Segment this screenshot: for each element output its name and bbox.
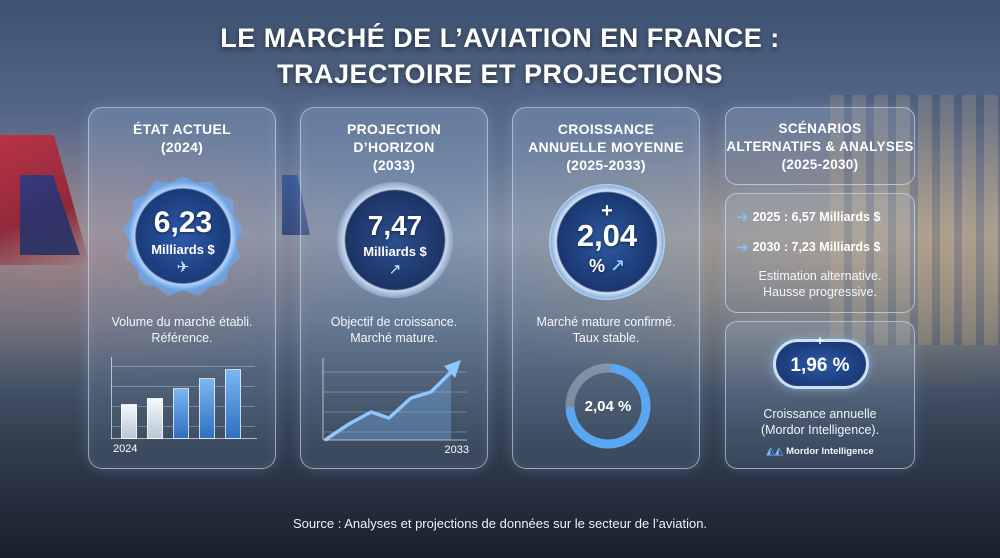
bar-chart: 2024: [107, 356, 259, 455]
bar-4: [199, 378, 215, 439]
pill-plus: +: [816, 333, 824, 348]
bar-3: [173, 388, 189, 439]
badge-unit: Milliards $: [151, 242, 215, 257]
arrow-head: [444, 360, 461, 378]
value-badge: 6,23 Milliards $ ✈: [123, 176, 243, 296]
badge-plus: +: [601, 200, 613, 222]
panel-caption: Objectif de croissance. Marché mature.: [330, 315, 458, 345]
mordor-logo-icon: ◭◭: [766, 445, 784, 457]
panel-scenarios: SCÉNARIOS ALTERNATIFS & ANALYSES (2025-2…: [725, 107, 915, 469]
badge-value: 7,47: [367, 210, 423, 241]
donut-label: 2,04 %: [584, 397, 632, 415]
background-tarmac: [0, 383, 1000, 558]
growth-pill: [773, 339, 869, 389]
badge-value: 2,04: [576, 218, 638, 253]
arrow-right-icon: ➜: [736, 239, 749, 256]
value-badge: + 2,04 % ↗: [549, 184, 665, 300]
trend-line: [324, 370, 453, 442]
panel-title: CROISSANCE ANNUELLE MOYENNE (2025-2033): [528, 121, 684, 173]
panel-current-state: ÉTAT ACTUEL (2024) 6,23 Milliards $ ✈ Vo…: [88, 107, 276, 469]
panel-caption: Marché mature confirmé. Taux stable.: [536, 315, 676, 345]
scenarios-title-box: SCÉNARIOS ALTERNATIFS & ANALYSES (2025-2…: [725, 107, 915, 185]
tick-label: 2033: [444, 444, 469, 456]
bar-2: [147, 398, 163, 439]
panel-title: PROJECTION D’HORIZON (2033): [346, 121, 441, 173]
panel-horizon-projection: PROJECTION D’HORIZON (2033) 7,47 Milliar…: [300, 107, 488, 469]
mordor-caption: Croissance annuelle (Mordor Intelligence…: [760, 407, 880, 437]
badge-unit: Milliards $: [363, 244, 427, 259]
page-title: LE MARCHÉ DE L’AVIATION EN FRANCE : TRAJ…: [220, 23, 780, 89]
bar-1: [121, 404, 137, 439]
background-terminal: [830, 95, 1000, 345]
panel-caption: Volume du marché établi. Référence.: [111, 315, 253, 345]
line-area: [325, 372, 451, 440]
scenarios-values-box: ➜ 2025 : 6,57 Milliards $ ➜ 2030 : 7,23 …: [725, 193, 915, 313]
donut-gauge: [565, 363, 651, 449]
bar-5: [225, 369, 241, 439]
panel-annual-growth: CROISSANCE ANNUELLE MOYENNE (2025-2033) …: [512, 107, 700, 469]
scenario-row: ➜ 2030 : 7,23 Milliards $: [736, 239, 881, 256]
mordor-logo: ◭◭ Mordor Intelligence: [766, 445, 874, 457]
tick-label: 2024: [113, 443, 138, 455]
donut-fill: [565, 363, 651, 449]
badge-value: 6,23: [153, 206, 213, 239]
source-note: Source : Analyses et projections de donn…: [292, 516, 708, 531]
trend-up-icon: ↗: [609, 256, 626, 276]
scenario-caption: Estimation alternative. Hausse progressi…: [758, 269, 882, 299]
airplane-icon: ✈: [176, 259, 190, 276]
pill-value: 1,96 %: [790, 355, 850, 376]
line-chart: 2033: [319, 352, 471, 456]
panel-title: ÉTAT ACTUEL (2024): [133, 121, 231, 155]
value-badge: 7,47 Milliards $ ↗: [337, 182, 453, 298]
arrow-right-icon: ➜: [736, 209, 749, 226]
trend-up-icon: ↗: [388, 261, 402, 278]
panel-title: SCÉNARIOS ALTERNATIFS & ANALYSES (2025-2…: [726, 121, 914, 172]
badge-unit: % ↗: [588, 256, 626, 276]
scenario-row: ➜ 2025 : 6,57 Milliards $: [736, 209, 881, 226]
